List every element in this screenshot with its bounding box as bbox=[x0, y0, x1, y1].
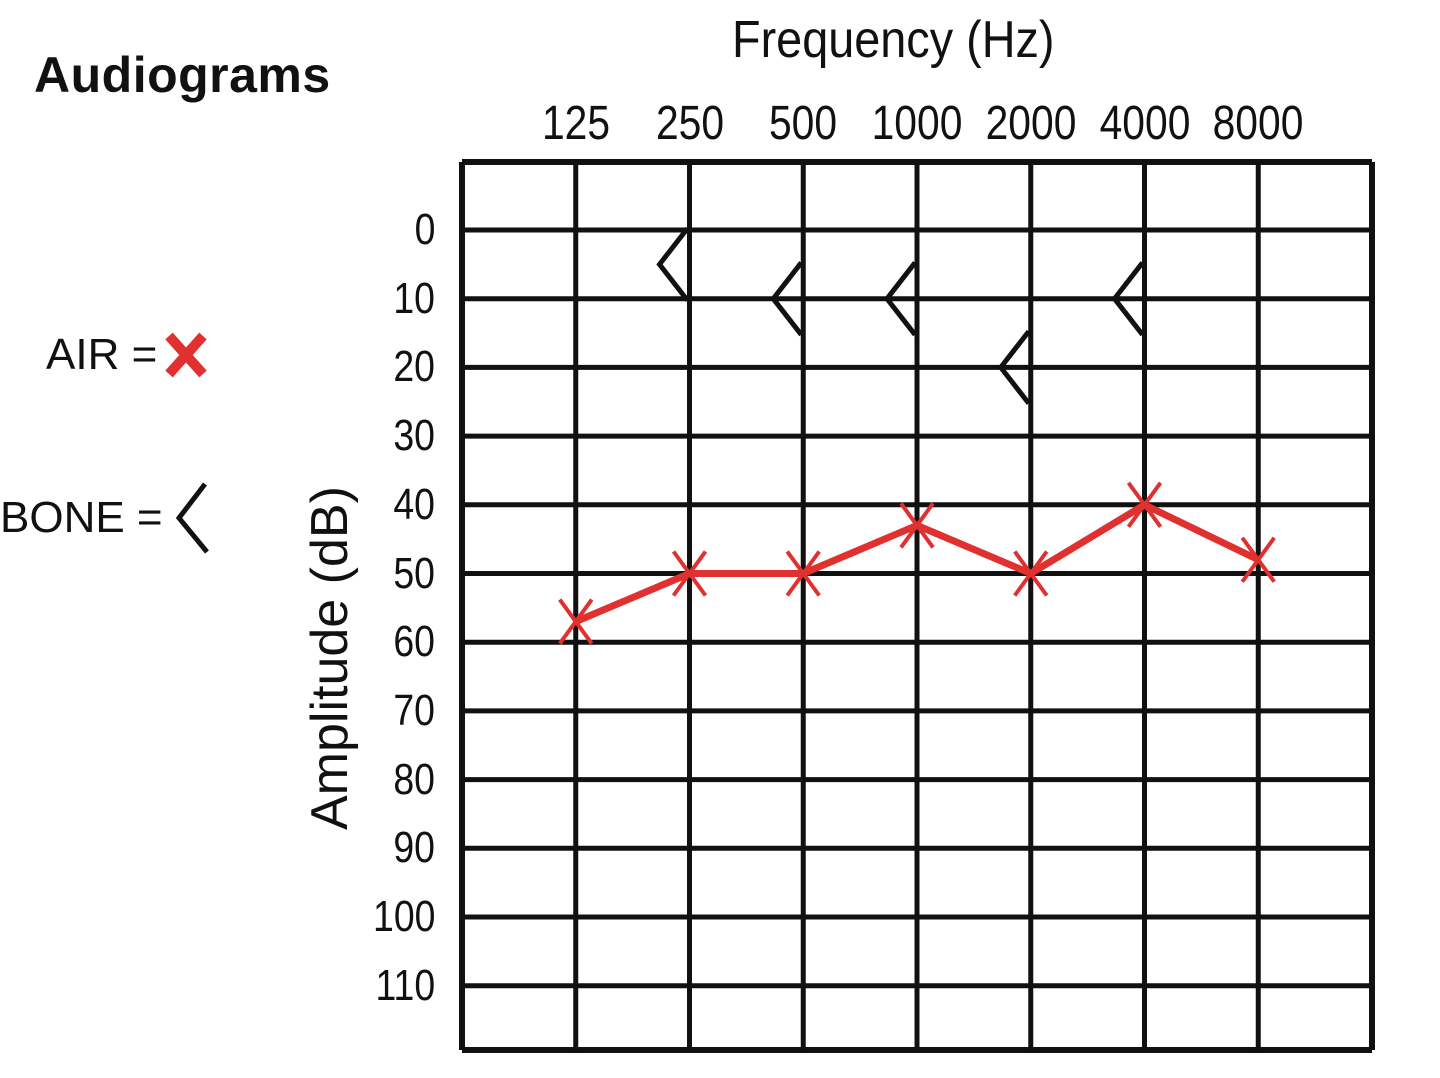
y-tick-label: 100 bbox=[372, 892, 435, 941]
y-tick-label: 80 bbox=[393, 754, 435, 804]
legend-air: AIR = bbox=[46, 330, 209, 380]
y-tick-label: 40 bbox=[393, 479, 435, 529]
y-tick-label: 70 bbox=[393, 685, 435, 735]
x-tick-label: 8000 bbox=[1212, 97, 1304, 150]
chart-title: Audiograms bbox=[34, 47, 331, 103]
y-tick-label: 0 bbox=[414, 205, 435, 254]
bone-bracket-marker bbox=[770, 261, 804, 337]
legend-bone: BONE = bbox=[0, 480, 217, 556]
air-x-marker bbox=[1240, 536, 1276, 583]
bone-bracket-icon bbox=[175, 482, 209, 554]
x-tick-label: 125 bbox=[541, 97, 610, 150]
y-tick-label: 10 bbox=[393, 273, 435, 323]
bone-bracket-marker bbox=[883, 261, 917, 337]
y-tick-label: 110 bbox=[375, 960, 435, 1010]
air-x-marker bbox=[899, 502, 935, 549]
air-x-marker bbox=[671, 550, 708, 597]
bone-bracket-marker bbox=[1111, 261, 1145, 337]
x-tick-label: 1000 bbox=[871, 97, 963, 150]
air-x-marker bbox=[1013, 550, 1049, 597]
legend-air-label: AIR = bbox=[46, 330, 158, 379]
x-tick-label: 2000 bbox=[985, 97, 1077, 150]
air-x-marker bbox=[1126, 481, 1163, 528]
x-tick-label: 4000 bbox=[1099, 97, 1190, 150]
y-tick-label: 50 bbox=[393, 548, 435, 598]
x-tick-label: 500 bbox=[769, 97, 838, 150]
y-tick-label: 90 bbox=[393, 823, 435, 873]
legend-bone-label: BONE = bbox=[0, 493, 163, 542]
bone-bracket-marker bbox=[656, 226, 690, 302]
y-tick-label: 30 bbox=[393, 411, 435, 461]
x-axis-label: Frequency (Hz) bbox=[732, 11, 1055, 69]
x-tick-label: 250 bbox=[655, 97, 724, 150]
y-tick-label: 60 bbox=[393, 617, 435, 667]
air-x-icon bbox=[165, 332, 208, 378]
air-x-marker bbox=[785, 550, 821, 597]
air-x-marker bbox=[558, 598, 594, 645]
y-tick-label: 20 bbox=[393, 342, 435, 392]
bone-bracket-marker bbox=[997, 329, 1031, 405]
